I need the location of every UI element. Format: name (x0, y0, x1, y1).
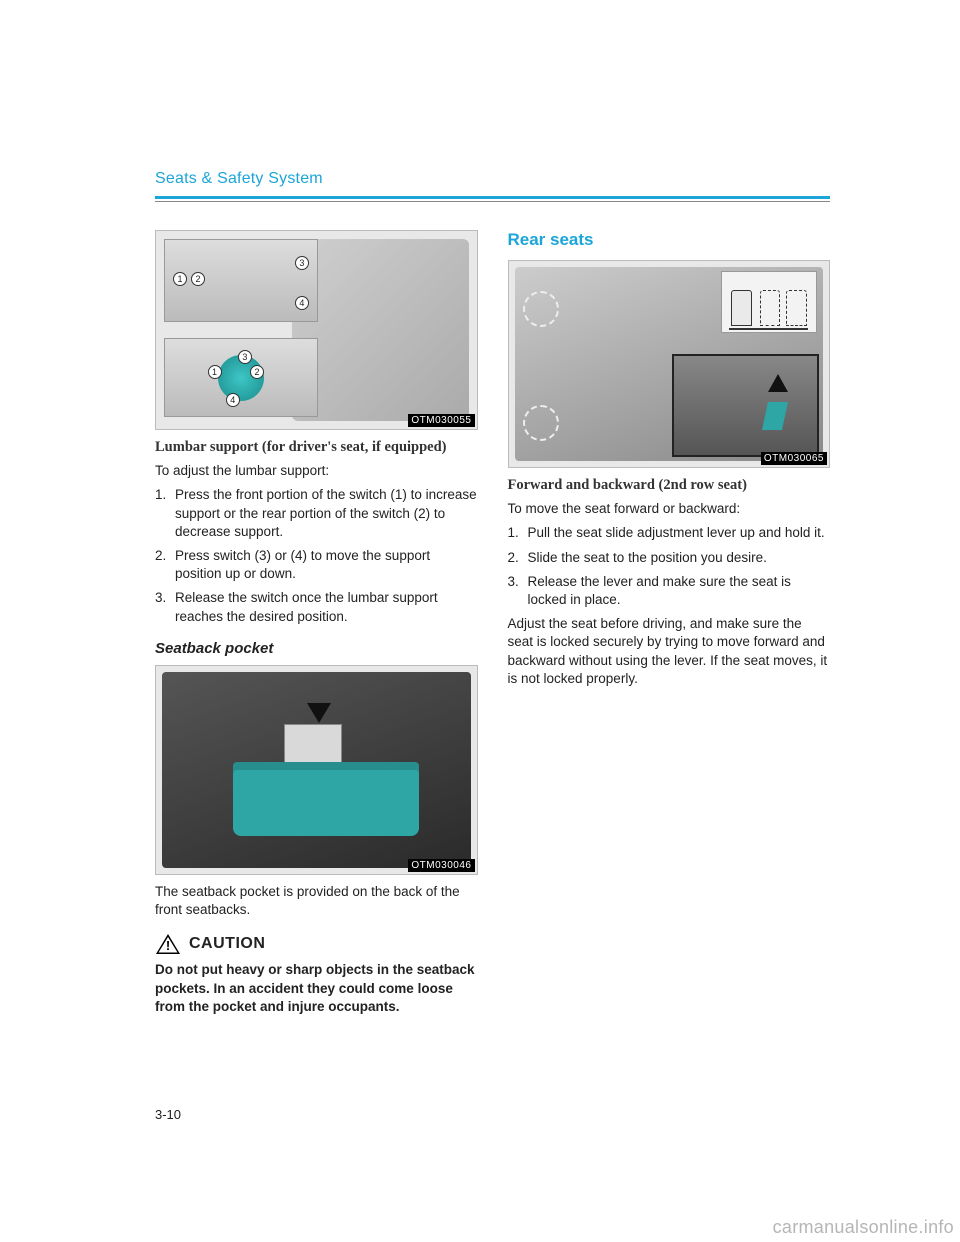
mini-seat (731, 290, 752, 326)
list-item: Press switch (3) or (4) to move the supp… (155, 547, 478, 583)
seatback-pocket-heading: Seatback pocket (155, 640, 478, 657)
lumbar-steps: Press the front portion of the switch (1… (155, 486, 478, 626)
forward-backward-steps: Pull the seat slide adjustment lever up … (508, 524, 831, 609)
rear-seats-title: Rear seats (508, 230, 831, 250)
header-rule-thick (155, 196, 830, 199)
down-arrow-icon (307, 703, 331, 723)
list-item: Pull the seat slide adjustment lever up … (508, 524, 831, 542)
lumbar-panel-top: 1 2 3 4 (164, 239, 318, 322)
content-columns: 1 2 3 4 1 2 3 4 OTM030055 Lumbar support… (155, 230, 830, 1016)
figure-tag: OTM030046 (408, 859, 474, 872)
lumbar-b-label-4: 4 (226, 393, 240, 407)
caution-text: Do not put heavy or sharp objects in the… (155, 961, 478, 1016)
rear-lever (762, 402, 788, 430)
forward-backward-heading: Forward and backward (2nd row seat) (508, 476, 831, 494)
lumbar-heading: Lumbar support (for driver's seat, if eq… (155, 438, 478, 456)
section-header-title: Seats & Safety System (155, 170, 830, 196)
caution-label: CAUTION (189, 935, 265, 953)
forward-backward-note: Adjust the seat before driving, and make… (508, 615, 831, 688)
warning-triangle-icon: ! (155, 933, 181, 955)
lumbar-intro: To adjust the lumbar support: (155, 462, 478, 480)
forward-backward-intro: To move the seat forward or backward: (508, 500, 831, 518)
page: Seats & Safety System 1 2 3 4 1 2 3 4 (0, 0, 960, 1242)
figure-rear-seat: OTM030065 (508, 260, 831, 468)
pocket-text: The seatback pocket is provided on the b… (155, 883, 478, 919)
pocket-shape (233, 762, 419, 837)
lumbar-b-label-3: 3 (238, 350, 252, 364)
list-item: Release the lever and make sure the seat… (508, 573, 831, 609)
list-item: Slide the seat to the position you desir… (508, 549, 831, 567)
seat-illustration (292, 239, 468, 421)
figure-seatback-pocket: OTM030046 (155, 665, 478, 875)
rear-inset (672, 354, 819, 457)
list-item: Press the front portion of the switch (1… (155, 486, 478, 541)
header-rule-thin (155, 201, 830, 202)
watermark: carmanualsonline.info (773, 1217, 954, 1238)
figure-tag: OTM030055 (408, 414, 474, 427)
lumbar-panel-bottom: 1 2 3 4 (164, 338, 318, 417)
figure-lumbar-support: 1 2 3 4 1 2 3 4 OTM030055 (155, 230, 478, 430)
list-item: Release the switch once the lumbar suppo… (155, 589, 478, 625)
mini-track (729, 328, 808, 330)
page-number: 3-10 (155, 1107, 181, 1122)
caution-header: ! CAUTION (155, 933, 478, 955)
dashed-circle-icon (523, 291, 559, 327)
rear-mini-diagram (721, 271, 817, 333)
lumbar-label-1: 1 (173, 272, 187, 286)
lumbar-label-3: 3 (295, 256, 309, 270)
lumbar-label-2: 2 (191, 272, 205, 286)
lumbar-label-4: 4 (295, 296, 309, 310)
svg-text:!: ! (166, 938, 170, 953)
mini-seat-dashed (786, 290, 807, 326)
page-header: Seats & Safety System (155, 170, 830, 202)
left-column: 1 2 3 4 1 2 3 4 OTM030055 Lumbar support… (155, 230, 478, 1016)
figure-tag: OTM030065 (761, 452, 827, 465)
up-arrow-icon (768, 374, 788, 392)
lumbar-b-label-1: 1 (208, 365, 222, 379)
right-column: Rear seats OTM030065 Forward and backwar… (508, 230, 831, 1016)
mini-seat-dashed (760, 290, 781, 326)
dashed-circle-icon (523, 405, 559, 441)
